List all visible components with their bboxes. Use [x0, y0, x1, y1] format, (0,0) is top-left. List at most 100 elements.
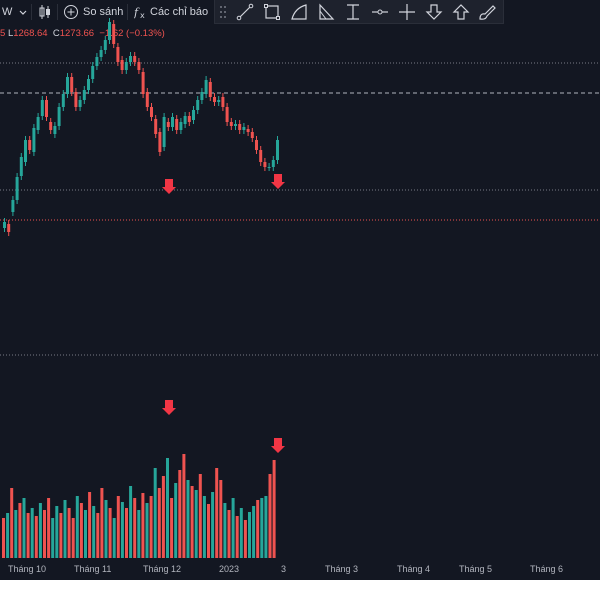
- volume-bar[interactable]: [26, 513, 30, 558]
- candle-body[interactable]: [225, 107, 229, 122]
- candle-body[interactable]: [24, 140, 27, 162]
- volume-bar[interactable]: [227, 510, 231, 558]
- arrow-up-tool[interactable]: [451, 2, 471, 22]
- candle-body[interactable]: [162, 117, 166, 147]
- volume-bar[interactable]: [149, 496, 153, 558]
- horizontal-line-tool[interactable]: [370, 2, 390, 22]
- volume-bar[interactable]: [22, 498, 26, 558]
- volume-bar[interactable]: [264, 496, 268, 558]
- candle-body[interactable]: [145, 92, 149, 107]
- candle-body[interactable]: [53, 126, 57, 134]
- volume-bar[interactable]: [55, 506, 59, 558]
- candle-body[interactable]: [267, 167, 271, 168]
- candle-body[interactable]: [179, 122, 183, 130]
- candle-body[interactable]: [259, 150, 263, 162]
- volume-bar[interactable]: [112, 518, 116, 558]
- interval-selector[interactable]: W: [2, 3, 28, 21]
- candle-body[interactable]: [7, 224, 11, 232]
- candle-body[interactable]: [150, 107, 153, 117]
- volume-bar[interactable]: [248, 512, 251, 558]
- candle-body[interactable]: [70, 77, 74, 92]
- candle-body[interactable]: [82, 90, 86, 100]
- candle-body[interactable]: [213, 97, 216, 102]
- candle-body[interactable]: [246, 129, 250, 132]
- volume-bar[interactable]: [186, 480, 190, 558]
- candle-body[interactable]: [238, 124, 242, 130]
- arrow-down-tool[interactable]: [424, 2, 444, 22]
- volume-bar[interactable]: [141, 493, 145, 558]
- candle-body[interactable]: [108, 22, 111, 40]
- volume-bar[interactable]: [47, 498, 51, 558]
- crosshair-tool[interactable]: [397, 2, 417, 22]
- candle-body[interactable]: [137, 62, 141, 70]
- candle-body[interactable]: [120, 60, 124, 70]
- volume-bar[interactable]: [96, 513, 100, 558]
- volume-bar[interactable]: [170, 498, 174, 558]
- volume-bar[interactable]: [243, 520, 247, 558]
- candle-body[interactable]: [276, 140, 279, 160]
- volume-bar[interactable]: [116, 496, 120, 558]
- candle-body[interactable]: [124, 62, 128, 70]
- candle-body[interactable]: [204, 80, 208, 94]
- candle-body[interactable]: [103, 40, 107, 50]
- volume-bar[interactable]: [104, 500, 108, 558]
- candle-body[interactable]: [175, 119, 179, 130]
- candle-body[interactable]: [19, 157, 23, 176]
- volume-bar[interactable]: [260, 498, 264, 558]
- volume-bar[interactable]: [75, 496, 79, 558]
- candle-body[interactable]: [74, 92, 78, 107]
- volume-bar[interactable]: [43, 510, 46, 558]
- volume-bar[interactable]: [59, 513, 63, 558]
- candle-body[interactable]: [217, 100, 221, 102]
- volume-bar[interactable]: [84, 510, 87, 558]
- candle-body[interactable]: [66, 77, 69, 94]
- candle-body[interactable]: [129, 56, 132, 62]
- volume-bar[interactable]: [133, 498, 137, 558]
- candle-body[interactable]: [61, 94, 65, 107]
- candle-body[interactable]: [158, 132, 162, 152]
- candle-body[interactable]: [32, 128, 36, 152]
- volume-bar[interactable]: [215, 468, 219, 558]
- volume-bar[interactable]: [145, 503, 149, 558]
- candle-body[interactable]: [91, 66, 95, 79]
- candle-body[interactable]: [95, 57, 99, 66]
- candle-body[interactable]: [154, 119, 158, 134]
- candle-body[interactable]: [200, 92, 204, 100]
- volume-bar[interactable]: [125, 508, 128, 558]
- triangle-tool[interactable]: [316, 2, 336, 22]
- candle-body[interactable]: [112, 24, 116, 44]
- candle-body[interactable]: [271, 160, 275, 167]
- volume-bar[interactable]: [211, 492, 215, 558]
- volume-bar[interactable]: [18, 503, 22, 558]
- candle-body[interactable]: [208, 82, 212, 97]
- candle-body[interactable]: [36, 117, 40, 130]
- time-axis[interactable]: Tháng 10 Tháng 11 Tháng 12 2023 3 Tháng …: [0, 558, 600, 580]
- red-arrow-marker[interactable]: [162, 400, 176, 415]
- volume-bar[interactable]: [268, 474, 272, 558]
- candle-body[interactable]: [116, 47, 120, 62]
- trend-line-tool[interactable]: [235, 2, 255, 22]
- candle-body[interactable]: [99, 50, 103, 57]
- candle-body[interactable]: [40, 100, 44, 116]
- volume-bar[interactable]: [71, 518, 75, 558]
- volume-bar[interactable]: [63, 500, 67, 558]
- volume-bar[interactable]: [137, 510, 141, 558]
- volume-bar[interactable]: [202, 496, 206, 558]
- text-tool[interactable]: [343, 2, 363, 22]
- volume-bar[interactable]: [51, 518, 55, 558]
- candle-body[interactable]: [78, 100, 82, 107]
- volume-bar[interactable]: [174, 483, 178, 558]
- candle-body[interactable]: [250, 132, 254, 138]
- brush-tool[interactable]: [477, 2, 497, 22]
- candle-body[interactable]: [28, 140, 32, 150]
- candle-body[interactable]: [171, 117, 174, 127]
- candle-body[interactable]: [57, 107, 61, 126]
- volume-bar[interactable]: [14, 510, 18, 558]
- volume-bar[interactable]: [67, 508, 71, 558]
- volume-bar[interactable]: [30, 508, 34, 558]
- volume-bar[interactable]: [231, 498, 235, 558]
- volume-bar[interactable]: [235, 516, 239, 558]
- candle-body[interactable]: [141, 72, 145, 94]
- volume-bar[interactable]: [129, 486, 133, 558]
- volume-bar[interactable]: [252, 506, 256, 558]
